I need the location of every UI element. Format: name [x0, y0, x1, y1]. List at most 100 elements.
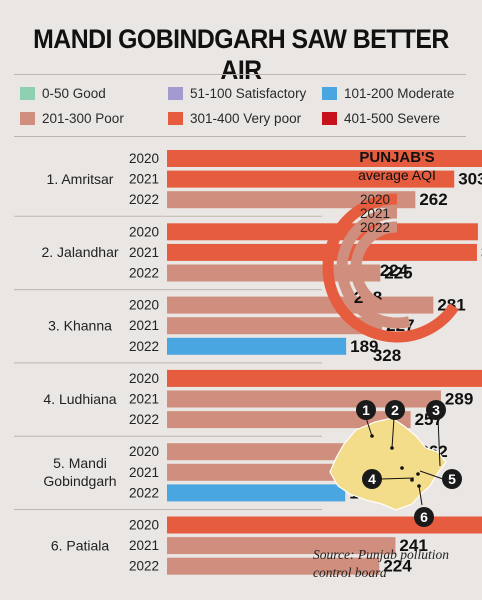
bar-5-2021	[167, 463, 376, 481]
city-label: 6. Patiala	[51, 537, 110, 553]
bar-3-2021	[167, 317, 383, 335]
year-label: 2020	[129, 224, 159, 239]
map-marker-label: 5	[448, 471, 456, 487]
value-label: 262	[419, 190, 447, 209]
legend-label-very-poor: 301-400 Very poor	[190, 111, 302, 126]
bar-4-2020	[167, 369, 482, 387]
radial-arc-2020	[322, 193, 459, 343]
map-leader-line	[419, 470, 444, 480]
bar-1-2022	[167, 191, 416, 209]
year-label: 2021	[129, 172, 159, 187]
map-marker-label: 1	[362, 402, 370, 418]
map-city-dot	[370, 434, 374, 438]
map-city-dot	[417, 484, 421, 488]
map-marker-1	[356, 400, 376, 420]
bar-4-2022	[167, 411, 411, 429]
legend-label-severe: 401-500 Severe	[344, 111, 441, 126]
map-city-dot	[416, 472, 420, 476]
year-label: 2022	[129, 412, 159, 427]
year-label: 2020	[129, 518, 159, 533]
map-leader-line	[437, 417, 441, 467]
map-marker-2	[385, 400, 405, 420]
year-label: 2022	[129, 266, 159, 281]
value-label: 224	[383, 557, 412, 576]
radial-arc-2021	[336, 207, 411, 329]
legend-swatch-poor	[20, 112, 35, 125]
radial-value-label: 224	[380, 261, 409, 280]
year-label: 2022	[129, 339, 159, 354]
year-label: 2021	[129, 392, 159, 407]
map-city-dot	[400, 466, 404, 470]
legend-label-good: 0-50 Good	[42, 86, 106, 101]
bar-1-2020	[167, 150, 482, 167]
map-leader-line	[379, 477, 415, 480]
year-label: 2021	[129, 538, 159, 553]
radial-year-label: 2020	[360, 192, 390, 207]
map-marker-4	[362, 469, 382, 489]
legend-label-satisfactory: 51-100 Satisfactory	[190, 86, 307, 101]
bar-3-2022	[167, 337, 347, 355]
city-label: Gobindgarh	[43, 473, 116, 489]
map-marker-label: 6	[420, 509, 428, 525]
radial-year-label: 2021	[360, 206, 390, 221]
legend-swatch-satisfactory	[168, 87, 183, 100]
value-label: 327	[481, 243, 482, 262]
chart-title: MANDI GOBINDGARH SAW BETTER AIR	[33, 24, 449, 85]
year-label: 2020	[129, 371, 159, 386]
bar-5-2022	[167, 484, 346, 502]
bar-6-2022	[167, 557, 380, 575]
year-label: 2020	[129, 151, 159, 166]
value-label: 303	[458, 170, 482, 189]
map-leader-line	[418, 485, 423, 506]
radial-year-label: 2022	[360, 220, 390, 235]
legend-swatch-moderate	[322, 87, 337, 100]
source-line-1: Source: Punjab pollution	[313, 547, 449, 562]
radial-arc-2022	[350, 221, 398, 313]
bar-3-2020	[167, 296, 434, 314]
year-label: 2022	[129, 192, 159, 207]
legend-swatch-very-poor	[168, 112, 183, 125]
city-label: 3. Khanna	[48, 318, 112, 334]
punjab-map	[329, 417, 447, 511]
map-leader-line	[365, 417, 373, 437]
radial-title-line-1: PUNJAB'S	[359, 149, 434, 166]
value-label: 189	[350, 337, 378, 356]
year-label: 2021	[129, 318, 159, 333]
year-label: 2020	[129, 298, 159, 313]
source-line-2: control board	[313, 565, 387, 580]
legend-swatch-severe	[322, 112, 337, 125]
map-marker-label: 4	[368, 471, 376, 487]
bar-2-2021	[167, 243, 477, 261]
map-marker-label: 3	[432, 402, 440, 418]
map-marker-5	[442, 469, 462, 489]
title-divider	[14, 74, 466, 75]
legend-label-moderate: 101-200 Moderate	[344, 86, 455, 101]
map-marker-6	[414, 507, 434, 527]
year-label: 2022	[129, 559, 159, 574]
bar-2-2020	[167, 223, 478, 241]
bar-1-2021	[167, 170, 455, 188]
year-label: 2021	[129, 465, 159, 480]
city-label: 4. Ludhiana	[43, 391, 116, 407]
legend-swatch-good	[20, 87, 35, 100]
city-label: 5. Mandi	[53, 455, 107, 471]
city-label: 1. Amritsar	[47, 171, 114, 187]
map-city-dot	[390, 446, 394, 450]
year-label: 2022	[129, 485, 159, 500]
radial-value-label: 328	[373, 346, 401, 365]
map-city-dot	[410, 478, 414, 482]
map-leader-line	[391, 417, 395, 449]
legend-label-poor: 201-300 Poor	[42, 111, 124, 126]
source-note: Source: Punjab pollution control board	[313, 546, 482, 582]
bar-6-2020	[167, 516, 482, 534]
city-label: 2. Jalandhar	[41, 244, 118, 260]
value-label: 241	[399, 536, 427, 555]
bar-6-2021	[167, 537, 396, 555]
radial-title-line-2: average AQI	[358, 167, 436, 183]
map-marker-label: 2	[391, 402, 399, 418]
year-label: 2021	[129, 245, 159, 260]
value-label: 225	[384, 264, 412, 283]
year-label: 2020	[129, 444, 159, 459]
legend-divider	[14, 136, 466, 137]
